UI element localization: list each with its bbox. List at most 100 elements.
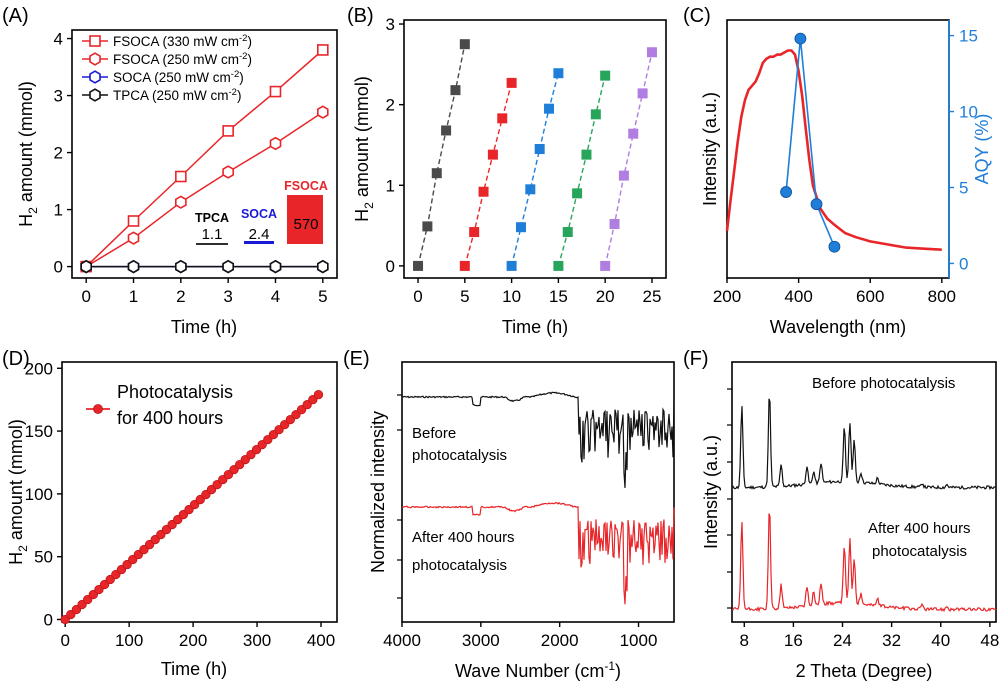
panel-d-legend-line1: Photocatalysis [117, 382, 233, 402]
panel-b-letter: (B) [347, 5, 374, 27]
panel-a-ytick-label: 0 [54, 258, 63, 277]
panel-b-cycle-line [417, 44, 466, 267]
panel-b-point [553, 260, 564, 271]
panel-d-xtick-label: 400 [307, 631, 335, 650]
panel-a-inset-value-fsoca: 570 [293, 216, 318, 233]
panel-a-inset-value-soca: 2.4 [249, 226, 270, 243]
panel-a-legend-marker [89, 88, 101, 102]
panel-b-xtick-label: 10 [502, 287, 521, 306]
panel-b-ylabel: H2 amount (mmol) [352, 76, 376, 222]
panel-a-point [317, 44, 329, 56]
panel-d: (D) 0 100 200 300 400 0 50 100 150 200 Photocatal… [2, 348, 338, 679]
panel-a-ytick-label: 3 [54, 87, 63, 106]
panel-c-aqy-point [794, 32, 807, 45]
panel-a-xtick-label: 4 [271, 287, 280, 306]
panel-b-ytick-label: 3 [386, 15, 395, 34]
panel-f-axes: 8 16 24 32 40 48 [727, 388, 999, 650]
panel-a-legend-label: FSOCA (250 mW cm-2) [113, 51, 252, 67]
panel-d-axes: 0 100 200 300 400 0 50 100 150 200 [25, 359, 336, 650]
panel-c-ylabel: Intensity (a.u.) [700, 92, 720, 206]
panel-c-xlabel: Wavelength (nm) [770, 317, 906, 337]
panel-a-point [222, 125, 234, 137]
panel-f-xlabel: 2 Theta (Degree) [796, 661, 933, 681]
panel-b-point [422, 221, 433, 232]
panel-e-frame [401, 361, 675, 623]
panel-e-xtick-label: 3000 [462, 631, 500, 650]
panel-b-ytick-label: 2 [386, 96, 395, 115]
panel-a-frame [71, 29, 338, 279]
panel-d-xlabel: Time (h) [161, 659, 227, 679]
panel-b-series [413, 39, 657, 271]
panel-c-aqy-point [810, 198, 823, 211]
panel-a-axes: 0 1 2 3 4 5 0 1 2 3 4 [54, 30, 328, 306]
panel-b-point [525, 184, 536, 195]
panel-e: (E) 4000 3000 2000 1000 Before photocatalys… [343, 348, 675, 681]
panel-d-ytick-label: 100 [25, 485, 53, 504]
panel-c-right-ytick-label: 5 [959, 178, 968, 197]
panel-c-right-ytick-label: 10 [959, 103, 978, 122]
panel-d-series [60, 390, 324, 625]
panel-f-xtick-label: 24 [833, 631, 852, 650]
panel-b-point [581, 149, 592, 160]
panel-a-point [222, 165, 234, 179]
panel-a-legend-label: SOCA (250 mW cm-2) [113, 69, 244, 85]
panel-e-xtick-label: 1000 [620, 631, 658, 650]
panel-e-ylabel: Normalized intensity [368, 411, 388, 573]
panel-f-xtick-label: 8 [740, 631, 749, 650]
panel-b-point [646, 47, 657, 58]
panel-f-after-pattern [731, 513, 997, 613]
panel-a-xtick-label: 2 [176, 287, 185, 306]
panel-b-ytick-label: 1 [386, 176, 395, 195]
panel-b-cycle-line [604, 52, 653, 267]
panel-d-ytick-label: 0 [44, 610, 53, 629]
panel-b-point [459, 260, 470, 271]
panel-c-series [725, 32, 942, 253]
panel-b-point [553, 68, 564, 79]
panel-e-xlabel: Wave Number (cm-1) [455, 659, 621, 681]
panel-f-after-label1: After 400 hours [868, 520, 971, 537]
panel-b-cycle-line [557, 75, 606, 267]
panel-e-after-label2: photocatalysis [412, 557, 507, 574]
panel-e-before-label2: photocatalysis [412, 447, 507, 464]
panel-c-absorption-spectrum [725, 49, 942, 251]
panel-b-point [609, 218, 620, 229]
panel-e-before-label1: Before [412, 425, 456, 442]
panel-b-point [450, 85, 461, 96]
panel-a-point [269, 85, 282, 98]
panel-b-point [590, 109, 601, 120]
panel-a-xtick-label: 5 [318, 287, 327, 306]
panel-f-frame [731, 361, 997, 623]
panel-a-point [269, 136, 282, 151]
panel-d-xtick-label: 100 [115, 631, 143, 650]
panel-a-xtick-label: 0 [81, 287, 90, 306]
panel-f-before-pattern [731, 398, 997, 491]
panel-a-point [127, 231, 140, 245]
panel-c-right-ytick-label: 0 [959, 254, 968, 273]
panel-b-point [515, 222, 526, 233]
panel-e-xtick-label: 2000 [541, 631, 579, 650]
panel-d-ylabel: H2 amount (mmol) [6, 419, 30, 565]
panel-c-frame [726, 19, 950, 279]
panel-b-point [637, 88, 648, 99]
panel-a-xtick-label: 3 [223, 287, 232, 306]
panel-a-point [222, 259, 234, 274]
panel-e-letter: (E) [343, 348, 370, 370]
panel-b-point [572, 188, 583, 199]
panel-a-point [175, 259, 187, 274]
panel-b: (B) 0 5 10 15 20 25 0 1 2 3 Time (h) H2 amount (m… [347, 5, 667, 337]
panel-e-xtick-label: 4000 [383, 631, 421, 650]
panel-f-xtick-label: 16 [784, 631, 803, 650]
panel-b-point [562, 227, 573, 238]
panel-a-legend-label: TPCA (250 mW cm-2) [113, 87, 241, 103]
panel-c-xtick-label: 200 [713, 287, 741, 306]
panel-a-point [316, 105, 329, 119]
panel-e-after-spectrum [401, 501, 675, 605]
panel-a-legend: FSOCA (330 mW cm-2) FSOCA (250 mW cm-2) SO… [82, 33, 252, 103]
panel-b-xtick-label: 5 [460, 287, 469, 306]
panel-b-point [478, 186, 489, 197]
panel-e-after-label1: After 400 hours [412, 529, 515, 546]
panel-d-xtick-label: 0 [60, 631, 69, 650]
panel-a-point [127, 215, 140, 227]
